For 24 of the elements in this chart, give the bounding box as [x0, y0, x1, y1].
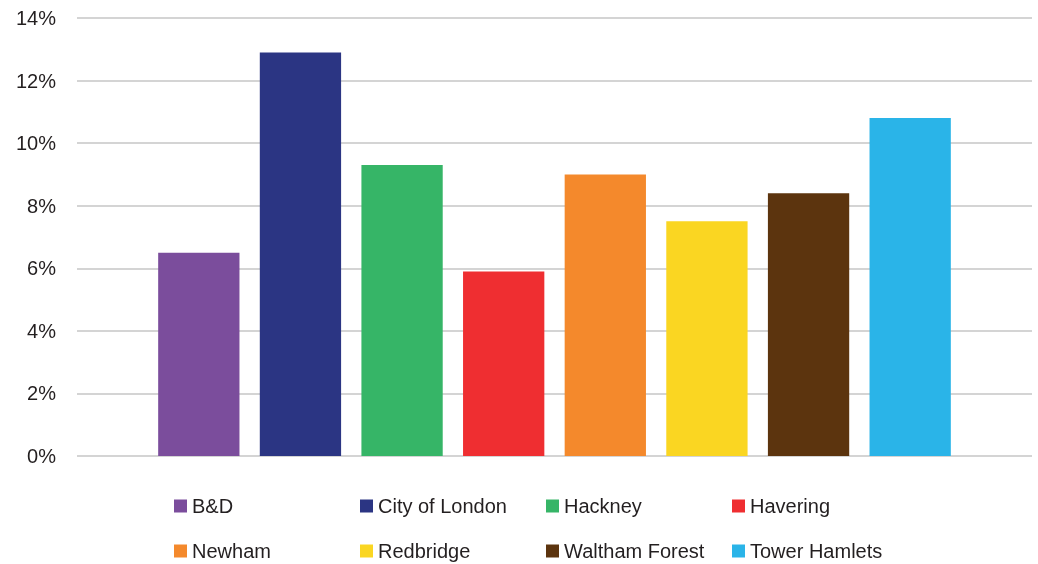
y-tick-label: 14% [15, 7, 57, 29]
legend-label: Newham [192, 540, 271, 562]
y-tick-label: 8% [27, 194, 57, 217]
legend-label: Redbridge [378, 540, 471, 562]
bar [666, 221, 748, 456]
legend-label: Waltham Forest [564, 540, 705, 562]
y-tick-label: 12% [15, 69, 57, 92]
legend-label: Hackney [564, 495, 642, 517]
bar [463, 271, 545, 456]
legend-label: B&D [192, 495, 234, 517]
bar [259, 52, 342, 456]
y-tick-label: 0% [27, 445, 57, 467]
y-tick-label: 6% [27, 257, 57, 280]
y-tick-label: 2% [27, 382, 57, 405]
bar [564, 174, 646, 456]
bar [869, 118, 951, 456]
y-tick-label: 10% [15, 132, 57, 155]
y-tick-label: 4% [27, 319, 57, 342]
legend-label: City of London [378, 495, 507, 517]
bar [361, 165, 443, 456]
bar [767, 193, 850, 456]
bar [158, 252, 240, 456]
legend-label: Havering [750, 495, 831, 517]
legend-label: Tower Hamlets [750, 540, 883, 562]
